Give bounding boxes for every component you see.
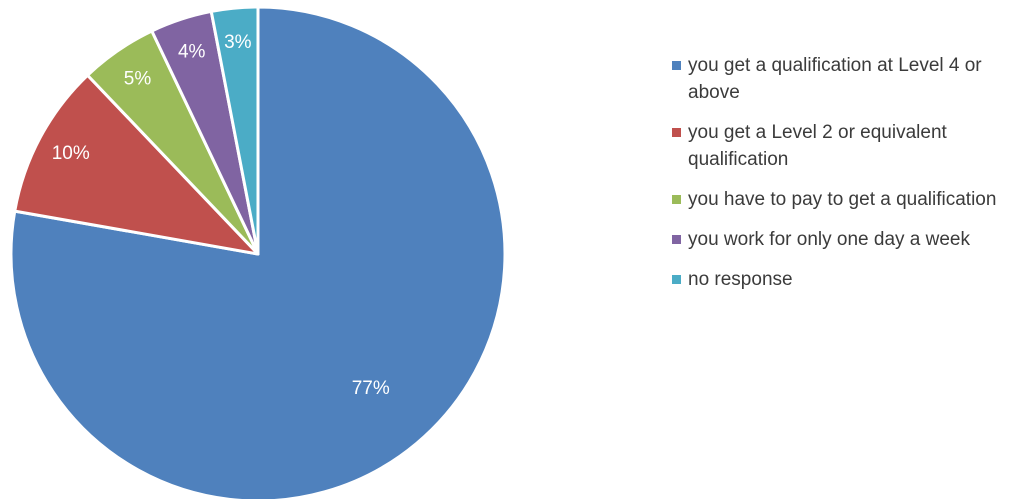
- legend-swatch-pay: [672, 195, 681, 204]
- legend-item-one-day: you work for only one day a week: [672, 226, 1034, 253]
- legend-item-pay: you have to pay to get a qualification: [672, 186, 1034, 213]
- legend-swatch-level-4: [672, 61, 681, 70]
- legend-swatch-one-day: [672, 235, 681, 244]
- legend-label-level-2: you get a Level 2 or equivalent qualific…: [688, 122, 947, 170]
- legend-item-level-4: you get a qualification at Level 4 or ab…: [672, 52, 1034, 106]
- legend-label-no-response: no response: [688, 269, 793, 290]
- pie-data-labels: 77% 10% 5% 4% 3%: [52, 32, 390, 399]
- data-label-one-day: 4%: [178, 42, 206, 63]
- pie-slice-no-response: [209, 5, 260, 256]
- legend-label-level-4: you get a qualification at Level 4 or ab…: [688, 55, 982, 103]
- legend-item-no-response: no response: [672, 266, 1034, 293]
- legend-swatch-no-response: [672, 275, 681, 284]
- pie-chart: 77% 10% 5% 4% 3%: [9, 5, 507, 499]
- data-label-pay: 5%: [124, 69, 152, 90]
- pie-slice-level-2: [13, 73, 260, 256]
- data-label-level-4: 77%: [352, 378, 390, 399]
- legend: you get a qualification at Level 4 or ab…: [672, 52, 1034, 306]
- legend-label-pay: you have to pay to get a qualification: [688, 189, 997, 210]
- legend-item-level-2: you get a Level 2 or equivalent qualific…: [672, 119, 1034, 173]
- legend-label-one-day: you work for only one day a week: [688, 229, 970, 250]
- legend-swatch-level-2: [672, 128, 681, 137]
- data-label-level-2: 10%: [52, 143, 90, 164]
- pie-slices: [9, 5, 507, 499]
- data-label-no-response: 3%: [224, 32, 252, 53]
